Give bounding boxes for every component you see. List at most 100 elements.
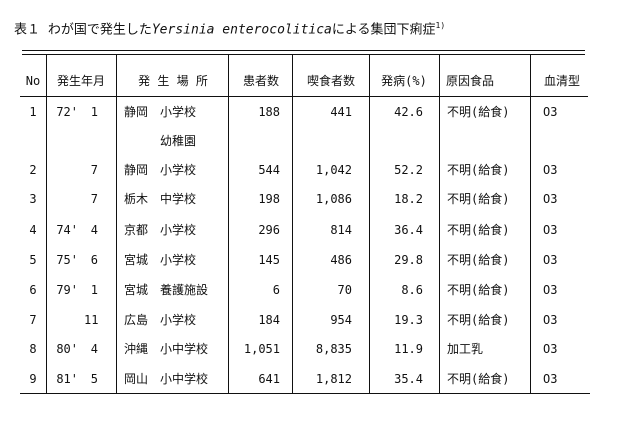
cell-place: 幼稚園: [160, 134, 197, 148]
column-divider: [439, 54, 440, 393]
cell-serotype: O3: [543, 342, 558, 356]
cell-no: 6: [29, 283, 37, 297]
cell-month: 5: [90, 372, 98, 386]
cell-no: 5: [29, 253, 37, 267]
cell-food: 加工乳: [447, 342, 484, 356]
cell-eaters: 70: [337, 283, 352, 297]
cell-patients: 641: [258, 372, 280, 386]
caption-label: 表１: [14, 22, 41, 38]
cell-eaters: 8,835: [315, 342, 352, 356]
column-header: 発 生 場 所: [138, 74, 208, 88]
cell-year: 81': [56, 372, 78, 386]
cell-food: 不明(給食): [447, 372, 510, 386]
cell-eaters: 814: [330, 223, 352, 237]
cell-patients: 188: [258, 105, 280, 119]
cell-eaters: 1,086: [315, 192, 352, 206]
cell-year: 75': [56, 253, 78, 267]
cell-eaters: 1,042: [315, 163, 352, 177]
cell-year: 79': [56, 283, 78, 297]
cell-patients: 184: [258, 313, 280, 327]
cell-food: 不明(給食): [447, 253, 510, 267]
cell-no: 7: [29, 313, 37, 327]
cell-year: 72': [56, 105, 78, 119]
cell-rate: 42.6: [394, 105, 423, 119]
cell-year: 74': [56, 223, 78, 237]
cell-no: 3: [29, 192, 37, 206]
cell-rate: 52.2: [394, 163, 423, 177]
column-header: 喫食者数: [306, 74, 355, 88]
column-divider: [116, 54, 117, 393]
column-divider: [369, 54, 370, 393]
column-divider: [228, 54, 229, 393]
cell-place: 小中学校: [160, 342, 209, 356]
cell-month: 11: [84, 313, 99, 327]
cell-no: 4: [29, 223, 37, 237]
cell-eaters: 954: [330, 313, 352, 327]
column-header: 患者数: [242, 74, 279, 88]
cell-no: 1: [29, 105, 37, 119]
cell-patients: 1,051: [243, 342, 280, 356]
cell-pref: 京都: [124, 223, 149, 237]
cell-serotype: O3: [543, 192, 558, 206]
caption-suffix: による集団下痢症: [331, 22, 436, 38]
cell-place: 小学校: [160, 105, 197, 119]
column-header: 発生年月: [56, 74, 105, 88]
column-header: 原因食品: [446, 74, 495, 88]
cell-eaters: 1,812: [315, 372, 352, 386]
cell-month: 1: [90, 105, 98, 119]
cell-no: 8: [29, 342, 37, 356]
cell-no: 9: [29, 372, 37, 386]
top-rule: [22, 50, 585, 51]
top-rule-2: [22, 54, 585, 55]
cell-food: 不明(給食): [447, 192, 510, 206]
cell-pref: 宮城: [124, 283, 149, 297]
cell-place: 小学校: [160, 163, 197, 177]
cell-eaters: 441: [330, 105, 352, 119]
cell-rate: 29.8: [394, 253, 423, 267]
cell-place: 小学校: [160, 253, 197, 267]
cell-rate: 18.2: [394, 192, 423, 206]
cell-pref: 広島: [124, 313, 149, 327]
column-header: 血清型: [543, 74, 580, 88]
cell-serotype: O3: [543, 223, 558, 237]
cell-rate: 8.6: [401, 283, 423, 297]
cell-pref: 宮城: [124, 253, 149, 267]
cell-food: 不明(給食): [447, 223, 510, 237]
column-header: 発病(%): [381, 74, 427, 88]
cell-year: 80': [56, 342, 78, 356]
cell-pref: 静岡: [124, 105, 149, 119]
column-divider: [292, 54, 293, 393]
cell-patients: 544: [258, 163, 280, 177]
cell-rate: 35.4: [394, 372, 423, 386]
cell-place: 小中学校: [160, 372, 209, 386]
cell-pref: 沖縄: [124, 342, 149, 356]
cell-serotype: O3: [543, 163, 558, 177]
table-caption: 表１ わが国で発生したYersinia enterocoliticaによる集団下…: [14, 19, 445, 37]
cell-rate: 19.3: [394, 313, 423, 327]
cell-food: 不明(給食): [447, 105, 510, 119]
cell-month: 4: [90, 223, 98, 237]
cell-patients: 296: [258, 223, 280, 237]
cell-food: 不明(給食): [447, 313, 510, 327]
cell-eaters: 486: [330, 253, 352, 267]
header-rule: [20, 96, 588, 97]
cell-month: 7: [90, 192, 98, 206]
caption-prefix: わが国で発生した: [47, 22, 152, 38]
cell-month: 6: [90, 253, 98, 267]
caption-reference: 1): [435, 21, 446, 30]
column-divider: [530, 54, 531, 393]
cell-rate: 36.4: [394, 223, 423, 237]
cell-place: 中学校: [160, 192, 197, 206]
cell-pref: 岡山: [124, 372, 149, 386]
cell-pref: 栃木: [124, 192, 149, 206]
column-header: No: [25, 74, 41, 88]
cell-place: 養護施設: [160, 283, 209, 297]
cell-serotype: O3: [543, 253, 558, 267]
cell-no: 2: [29, 163, 37, 177]
cell-food: 不明(給食): [447, 283, 510, 297]
column-divider: [46, 54, 47, 393]
cell-patients: 198: [258, 192, 280, 206]
cell-place: 小学校: [160, 223, 197, 237]
cell-patients: 145: [258, 253, 280, 267]
